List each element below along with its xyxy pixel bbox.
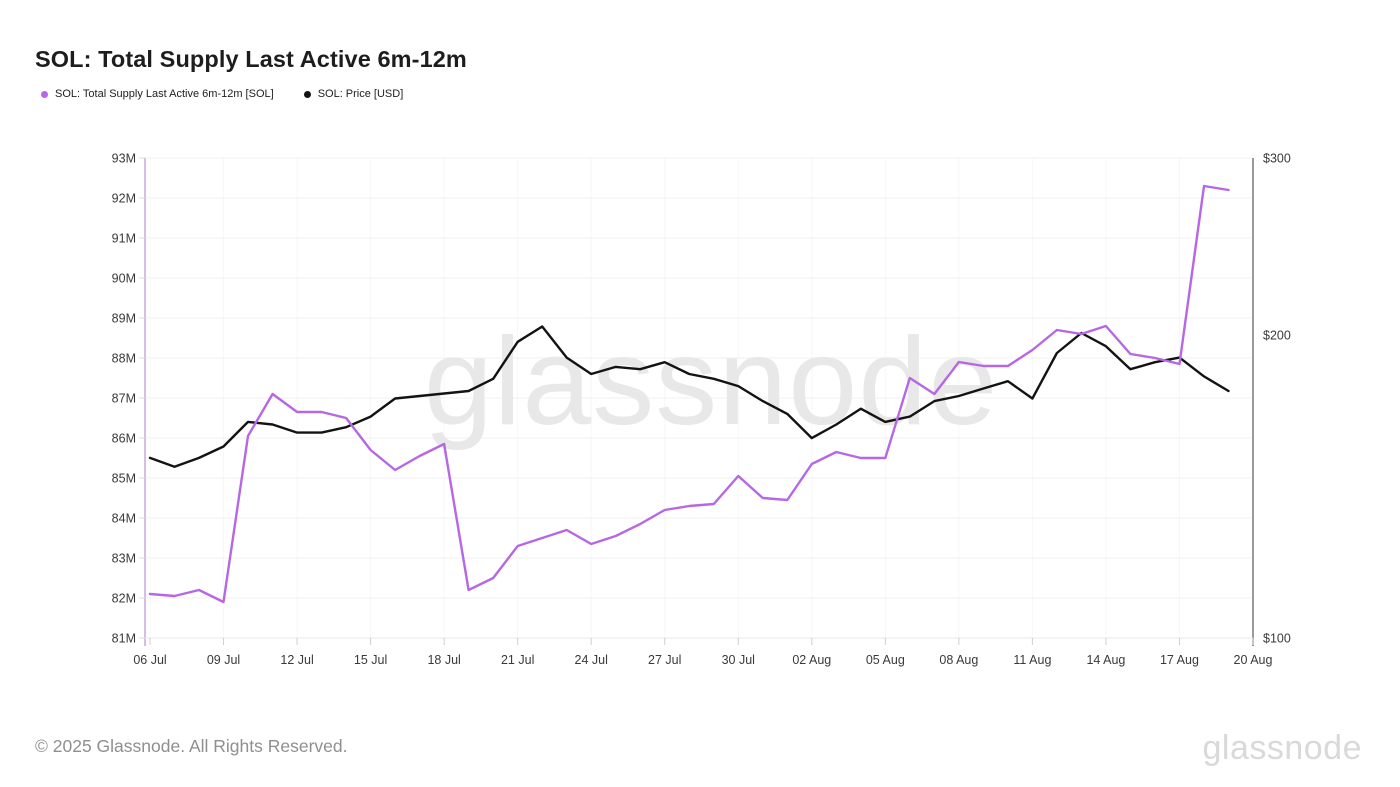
x-tick-label: 06 Jul: [133, 653, 166, 667]
y-right-tick-label: $100: [1263, 632, 1291, 646]
y-left-tick-label: 86M: [112, 432, 136, 446]
x-tick-label: 18 Jul: [427, 653, 460, 667]
x-tick-label: 02 Aug: [792, 653, 831, 667]
supply-line[interactable]: [148, 184, 1230, 604]
tick-marks: [139, 157, 1254, 645]
x-tick-label: 17 Aug: [1160, 653, 1199, 667]
y-left-tick-label: 85M: [112, 472, 136, 486]
y-left-tick-label: 88M: [112, 352, 136, 366]
y-left-tick-label: 81M: [112, 632, 136, 646]
x-tick-label: 09 Jul: [207, 653, 240, 667]
x-tick-label: 20 Aug: [1234, 653, 1273, 667]
x-tick-label: 14 Aug: [1086, 653, 1125, 667]
x-tick-label: 12 Jul: [280, 653, 313, 667]
axes: [144, 158, 1254, 646]
x-tick-label: 15 Jul: [354, 653, 387, 667]
y-left-tick-label: 82M: [112, 592, 136, 606]
y-left-tick-label: 93M: [112, 152, 136, 166]
x-tick-label: 27 Jul: [648, 653, 681, 667]
x-tick-label: 05 Aug: [866, 653, 905, 667]
chart-legend: SOL: Total Supply Last Active 6m-12m [SO…: [41, 88, 403, 100]
x-tick-label: 11 Aug: [1013, 653, 1051, 667]
axis-labels: 93M 92M 91M 90M 89M 88M 87M 86M 85M 84M 83M 82M 81M $…: [112, 152, 1291, 668]
price-series-dot-icon: [303, 90, 311, 98]
y-left-tick-label: 89M: [112, 312, 136, 326]
copyright-text: © 2025 Glassnode. All Rights Reserved.: [35, 736, 348, 756]
y-left-tick-label: 91M: [112, 232, 136, 246]
x-tick-label: 24 Jul: [575, 653, 608, 667]
legend-label-supply: SOL: Total Supply Last Active 6m-12m [SO…: [55, 88, 274, 100]
supply-series-dot-icon: [41, 90, 48, 98]
legend-item-price[interactable]: SOL: Price [USD]: [303, 88, 404, 100]
legend-label-price: SOL: Price [USD]: [317, 88, 404, 100]
price-line[interactable]: [148, 325, 1230, 468]
y-left-tick-label: 83M: [112, 552, 136, 566]
page-title: SOL: Total Supply Last Active 6m-12m: [35, 45, 467, 72]
x-tick-label: 08 Aug: [939, 653, 978, 667]
glassnode-watermark: glassnode: [424, 313, 998, 451]
horizontal-gridlines: [145, 157, 1253, 639]
y-right-tick-label: $200: [1263, 329, 1291, 343]
glassnode-wordmark: glassnode: [1202, 729, 1362, 767]
y-left-tick-label: 90M: [112, 272, 136, 286]
y-left-tick-label: 87M: [112, 392, 136, 406]
y-left-tick-label: 92M: [112, 192, 136, 206]
legend-item-supply[interactable]: SOL: Total Supply Last Active 6m-12m [SO…: [41, 88, 274, 100]
x-tick-label: 21 Jul: [501, 653, 534, 667]
y-right-tick-label: $300: [1263, 152, 1291, 166]
y-left-tick-label: 84M: [112, 512, 136, 526]
x-tick-label: 30 Jul: [722, 653, 755, 667]
chart-canvas[interactable]: glassnode 93M 92M 91M 90M 89M 88M 87M 86M 85M 84M 8…: [0, 0, 1400, 720]
